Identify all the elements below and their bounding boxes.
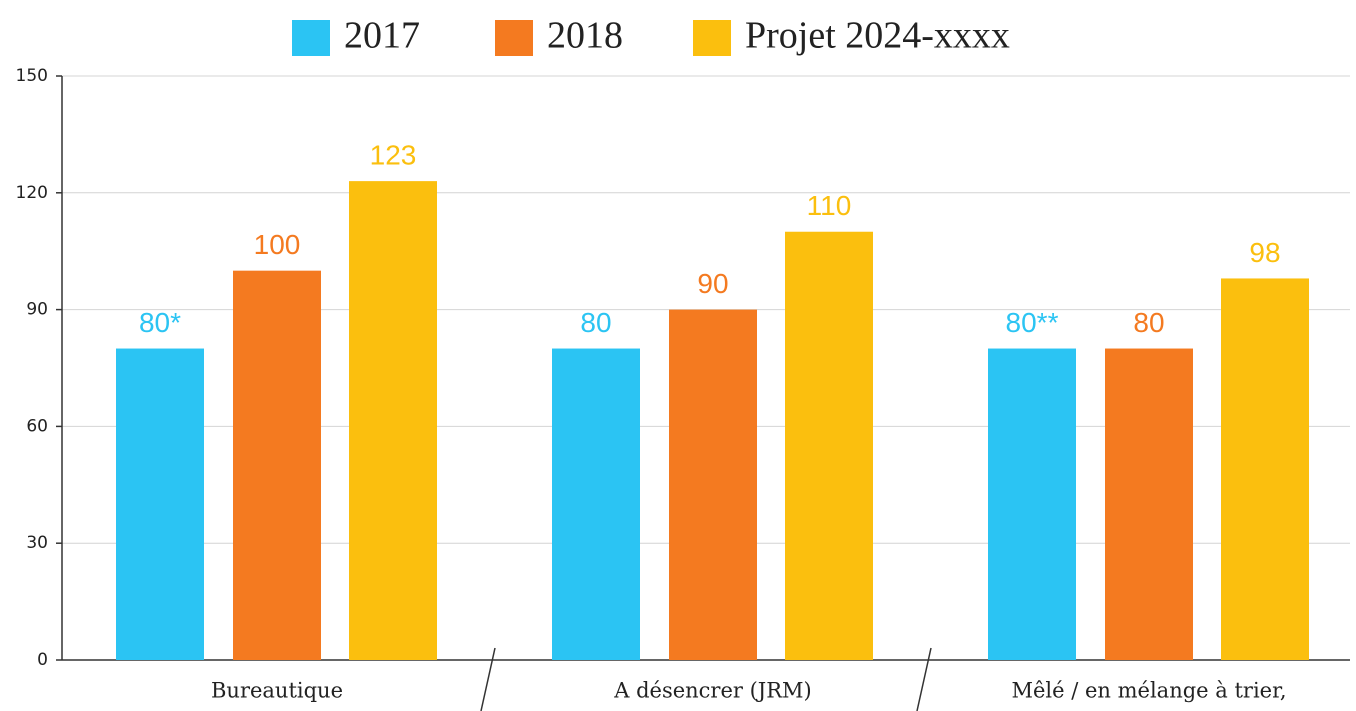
value-label: 80 (1133, 307, 1164, 338)
legend-label: 2017 (344, 15, 420, 57)
value-label: 110 (807, 190, 852, 221)
legend-swatch (292, 20, 330, 56)
value-label: 90 (697, 268, 728, 299)
category-separator (480, 647, 496, 711)
legend-label: 2018 (547, 15, 623, 57)
y-tick-label: 30 (26, 533, 48, 553)
bar (1105, 348, 1193, 660)
bar (669, 309, 757, 660)
y-tick-label: 120 (16, 183, 48, 203)
x-tick-label: Bureautique (211, 679, 343, 703)
legend-swatch (693, 20, 731, 56)
value-label: 80** (1006, 307, 1059, 338)
bar (116, 348, 204, 660)
bar (552, 348, 640, 660)
x-tick-label: Mêlé / en mélange à trier, (1012, 679, 1287, 703)
value-label: 100 (254, 229, 301, 260)
category-separator (916, 647, 932, 711)
value-label: 98 (1249, 237, 1280, 268)
bar (233, 270, 321, 660)
value-label: 80 (580, 307, 611, 338)
x-tick-label: A désencrer (JRM) (613, 679, 812, 703)
y-tick-label: 0 (37, 650, 48, 670)
legend-swatch (495, 20, 533, 56)
legend-label: Projet 2024-xxxx (745, 15, 1010, 57)
y-tick-label: 60 (26, 416, 48, 436)
value-label: 123 (370, 140, 417, 171)
bar (349, 181, 437, 660)
bar (785, 231, 873, 660)
y-tick-label: 90 (26, 300, 48, 320)
bar (1221, 278, 1309, 660)
value-label: 80* (139, 307, 181, 338)
bar (988, 348, 1076, 660)
y-tick-label: 150 (16, 66, 48, 86)
